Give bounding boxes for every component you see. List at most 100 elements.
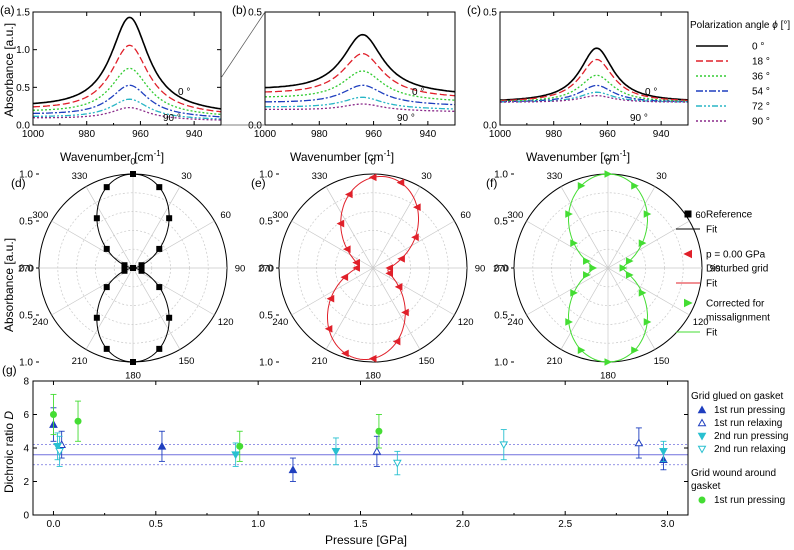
polar-data-point xyxy=(396,178,405,187)
legend-title: gasket xyxy=(691,481,721,492)
data-point xyxy=(157,441,167,450)
polar-data-point xyxy=(342,245,351,253)
polar-panel-2: 0 30 60 90 120 150 180 210 240 270 300 330 1.0 0.5 0.0… xyxy=(486,157,720,382)
data-point xyxy=(55,448,64,456)
spectrum-curve-36deg xyxy=(499,74,688,102)
polar-data-point xyxy=(411,233,419,242)
data-point xyxy=(74,417,82,425)
x-tick-label: 980 xyxy=(311,129,328,140)
polar-angle-label: 240 xyxy=(507,317,523,328)
polar-data-point xyxy=(352,258,360,267)
polar-spoke xyxy=(526,220,609,269)
data-point xyxy=(499,441,509,450)
polar-data-point xyxy=(344,190,353,199)
y-tick-label: 4 xyxy=(23,444,29,455)
plot-frame xyxy=(264,11,456,126)
data-point xyxy=(331,448,341,456)
polar-spoke xyxy=(607,267,656,350)
polar-radial-label: 0.0 xyxy=(494,264,508,275)
polar-data-point xyxy=(577,346,586,355)
polar-spoke xyxy=(607,267,690,316)
annotation-90deg: 90 ° xyxy=(163,113,181,124)
polar-angle-label: 150 xyxy=(654,356,670,367)
polar-radial-label: 0.5 xyxy=(494,217,508,228)
polar-data-point xyxy=(401,308,409,317)
plot-frame xyxy=(32,11,222,126)
data-point xyxy=(372,446,382,455)
polar-data-point xyxy=(156,284,163,291)
legend-marker xyxy=(697,418,707,427)
legend-polar: Reference Fit p = 0.00 GPa Disturbed grid Fi… xyxy=(676,210,770,339)
polar-spoke xyxy=(291,220,374,269)
polar-spoke xyxy=(526,267,609,316)
y-tick-label: 2 xyxy=(23,477,29,488)
row3-x-label: Pressure [GPa] xyxy=(325,533,407,547)
legend-label: 36 ° xyxy=(752,72,770,83)
polar-data-point xyxy=(121,262,128,269)
legend-label: Fit xyxy=(706,279,717,290)
polar-data-point xyxy=(570,239,578,247)
legend-marker xyxy=(697,445,707,454)
polar-spoke xyxy=(132,267,181,350)
polar-spoke xyxy=(51,220,134,269)
polar-spoke xyxy=(325,186,374,269)
polar-angle-label: 300 xyxy=(507,210,523,221)
spectrum-curve-90deg xyxy=(500,94,688,103)
zoom-connector xyxy=(220,11,266,126)
spectrum-curve-18deg xyxy=(264,52,456,97)
polar-angle-label: 0 xyxy=(370,157,375,168)
polar-radial-label: 0.5 xyxy=(494,311,508,322)
polar-data-point xyxy=(638,239,647,247)
polar-data-point xyxy=(368,173,377,182)
x-tick-label: 2.0 xyxy=(456,519,470,530)
y-tick-label: 0.5 xyxy=(248,8,262,19)
polar-radial-label: 1.0 xyxy=(494,358,508,369)
polar-spoke xyxy=(85,186,134,269)
legend-label: 54 ° xyxy=(752,87,770,98)
legend-label: Disturbed grid xyxy=(706,264,768,275)
legend-label: 2nd run relaxing xyxy=(714,444,786,455)
polar-spoke xyxy=(372,186,421,269)
y-tick-label: 0.0 xyxy=(16,121,30,132)
x-tick-label: 980 xyxy=(545,129,562,140)
legend-label: Fit xyxy=(706,328,717,339)
plot-frame xyxy=(32,380,689,516)
annotation-0deg: 0 ° xyxy=(645,87,657,98)
x-tick-label: 980 xyxy=(78,129,95,140)
spectrum-panel-1: 1000 980 960 940 0.0 0.5 0 ° 90 ° (b) xyxy=(232,3,456,140)
x-tick-label: 1000 xyxy=(489,129,512,140)
polar-data-point xyxy=(625,271,634,279)
polar-angle-label: 270 xyxy=(18,264,34,275)
polar-spoke xyxy=(372,220,455,269)
polar-angle-label: 300 xyxy=(272,210,288,221)
polar-data-point xyxy=(619,264,628,272)
panel-label: (a) xyxy=(0,3,15,17)
panel-label: (f) xyxy=(486,176,497,190)
polar-data-point xyxy=(385,264,394,272)
polar-spoke xyxy=(291,267,374,316)
polar-angle-label: 210 xyxy=(312,356,328,367)
polar-angle-label: 240 xyxy=(32,317,48,328)
polar-angle-label: 0 xyxy=(605,157,610,168)
polar-radial-label: 0.5 xyxy=(259,217,273,228)
x-label-c: Wavenumber [cm-1] xyxy=(526,149,630,164)
y-tick-label: 6 xyxy=(23,410,29,421)
spectrum-panel-0: 1000 980 960 940 0.0 0.5 1.0 1.5 0 ° 90 ° (a) xyxy=(0,3,222,140)
polar-spoke xyxy=(372,267,421,350)
spectrum-curve-36deg xyxy=(32,67,222,116)
x-tick-label: 1000 xyxy=(254,129,277,140)
polar-radial-label: 1.0 xyxy=(259,170,273,181)
data-point xyxy=(231,451,240,460)
legend-label: 72 ° xyxy=(752,102,770,113)
legend-label: 1st run pressing xyxy=(714,495,785,506)
polar-spoke xyxy=(560,267,609,350)
polar-radial-label: 0.0 xyxy=(19,264,33,275)
data-point xyxy=(49,411,57,418)
data-point xyxy=(288,465,298,474)
legend-label: Reference xyxy=(706,210,753,221)
legend-title: Polarization angle ϕ [°] xyxy=(690,20,790,31)
legend-label: Fit xyxy=(706,225,717,236)
polar-spoke xyxy=(132,220,215,269)
polar-data-point xyxy=(570,289,578,297)
